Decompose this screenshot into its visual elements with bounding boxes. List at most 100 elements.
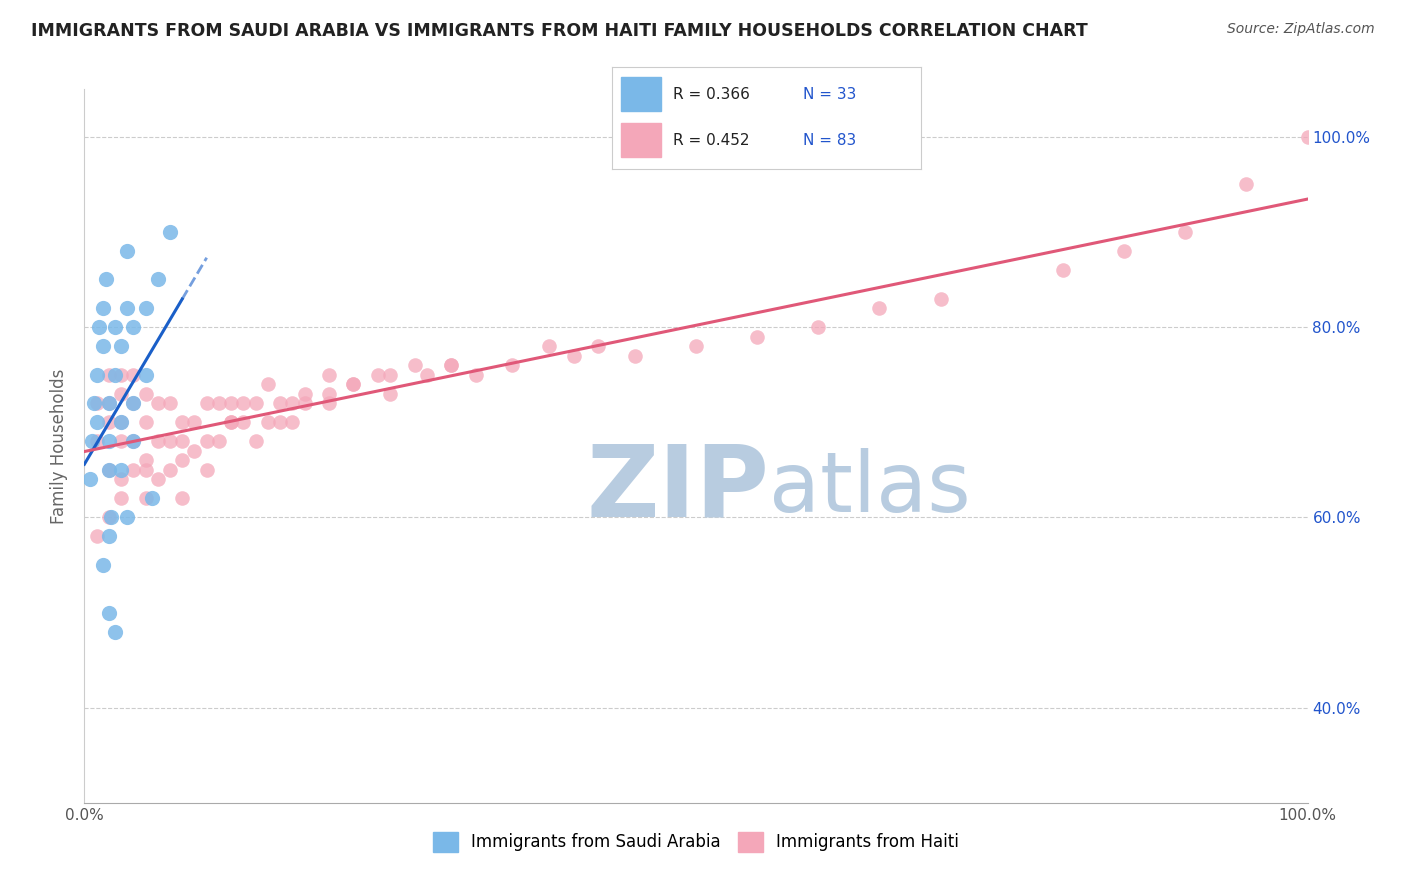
Point (104, 624, 127, 639)
Point (257, 377, 280, 392)
Point (135, 491, 157, 506)
Point (219, 415, 242, 429)
Point (122, 463, 145, 477)
Point (100, 510, 122, 524)
Point (135, 415, 157, 429)
Point (97, 463, 120, 477)
Point (122, 320, 145, 334)
Point (294, 396, 316, 410)
Point (404, 358, 426, 372)
Point (97, 415, 120, 429)
Point (159, 434, 181, 449)
Point (281, 396, 304, 410)
Text: ZIP: ZIP (586, 441, 769, 537)
Point (135, 386, 157, 401)
Point (232, 415, 254, 429)
Point (135, 301, 157, 315)
Point (86, 529, 108, 543)
Text: IMMIGRANTS FROM SAUDI ARABIA VS IMMIGRANTS FROM HAITI FAMILY HOUSEHOLDS CORRELAT: IMMIGRANTS FROM SAUDI ARABIA VS IMMIGRAN… (31, 22, 1088, 40)
Point (110, 415, 132, 429)
Point (86, 415, 108, 429)
Point (172, 434, 194, 449)
Point (122, 396, 145, 410)
Point (146, 434, 169, 449)
Point (294, 386, 316, 401)
Point (159, 396, 181, 410)
Point (83, 396, 105, 410)
Point (281, 415, 304, 429)
Point (110, 434, 132, 449)
Point (91, 301, 114, 315)
Text: R = 0.366: R = 0.366 (673, 87, 751, 102)
Point (869, 301, 891, 315)
Point (97, 463, 120, 477)
Point (87, 320, 110, 334)
Point (122, 368, 145, 382)
Point (86, 396, 108, 410)
Point (1236, 178, 1258, 192)
Point (80, 434, 103, 449)
Point (380, 386, 402, 401)
Point (245, 434, 267, 449)
Point (318, 368, 340, 382)
Point (91, 558, 114, 572)
Point (110, 415, 132, 429)
Point (172, 453, 194, 467)
Point (110, 463, 132, 477)
Point (538, 339, 561, 353)
Point (96, 272, 118, 286)
Point (86, 434, 108, 449)
Point (79, 472, 101, 486)
Point (122, 434, 145, 449)
Point (195, 434, 218, 449)
Point (110, 386, 132, 401)
Text: N = 83: N = 83 (803, 133, 856, 148)
Bar (621, 77, 661, 111)
Point (159, 225, 181, 239)
Point (135, 453, 157, 467)
Point (104, 320, 127, 334)
Point (562, 349, 585, 363)
Point (342, 377, 364, 392)
Point (146, 472, 169, 486)
Y-axis label: Family Households: Family Households (51, 368, 69, 524)
Point (115, 510, 138, 524)
Point (416, 368, 439, 382)
Point (257, 415, 280, 429)
Point (318, 396, 340, 410)
Point (97, 529, 120, 543)
Point (219, 396, 242, 410)
Point (440, 358, 463, 372)
Point (367, 368, 389, 382)
Point (183, 443, 205, 458)
Point (104, 368, 127, 382)
Point (929, 292, 952, 306)
Point (110, 368, 132, 382)
Bar (621, 123, 661, 157)
Point (1114, 244, 1136, 258)
Legend: Immigrants from Saudi Arabia, Immigrants from Haiti: Immigrants from Saudi Arabia, Immigrants… (426, 825, 966, 859)
Point (97, 510, 120, 524)
Point (208, 396, 231, 410)
Point (97, 606, 120, 620)
Point (195, 463, 218, 477)
Point (318, 386, 340, 401)
Point (685, 339, 707, 353)
Point (586, 339, 609, 353)
Point (172, 491, 194, 506)
Point (380, 368, 402, 382)
Point (97, 368, 120, 382)
Point (624, 349, 647, 363)
Point (146, 272, 169, 286)
Point (110, 491, 132, 506)
Point (115, 301, 138, 315)
Point (195, 396, 218, 410)
Point (91, 339, 114, 353)
Point (97, 396, 120, 410)
Text: N = 33: N = 33 (803, 87, 856, 102)
Point (115, 244, 138, 258)
Point (97, 396, 120, 410)
Point (110, 339, 132, 353)
Point (86, 368, 108, 382)
Point (232, 396, 254, 410)
